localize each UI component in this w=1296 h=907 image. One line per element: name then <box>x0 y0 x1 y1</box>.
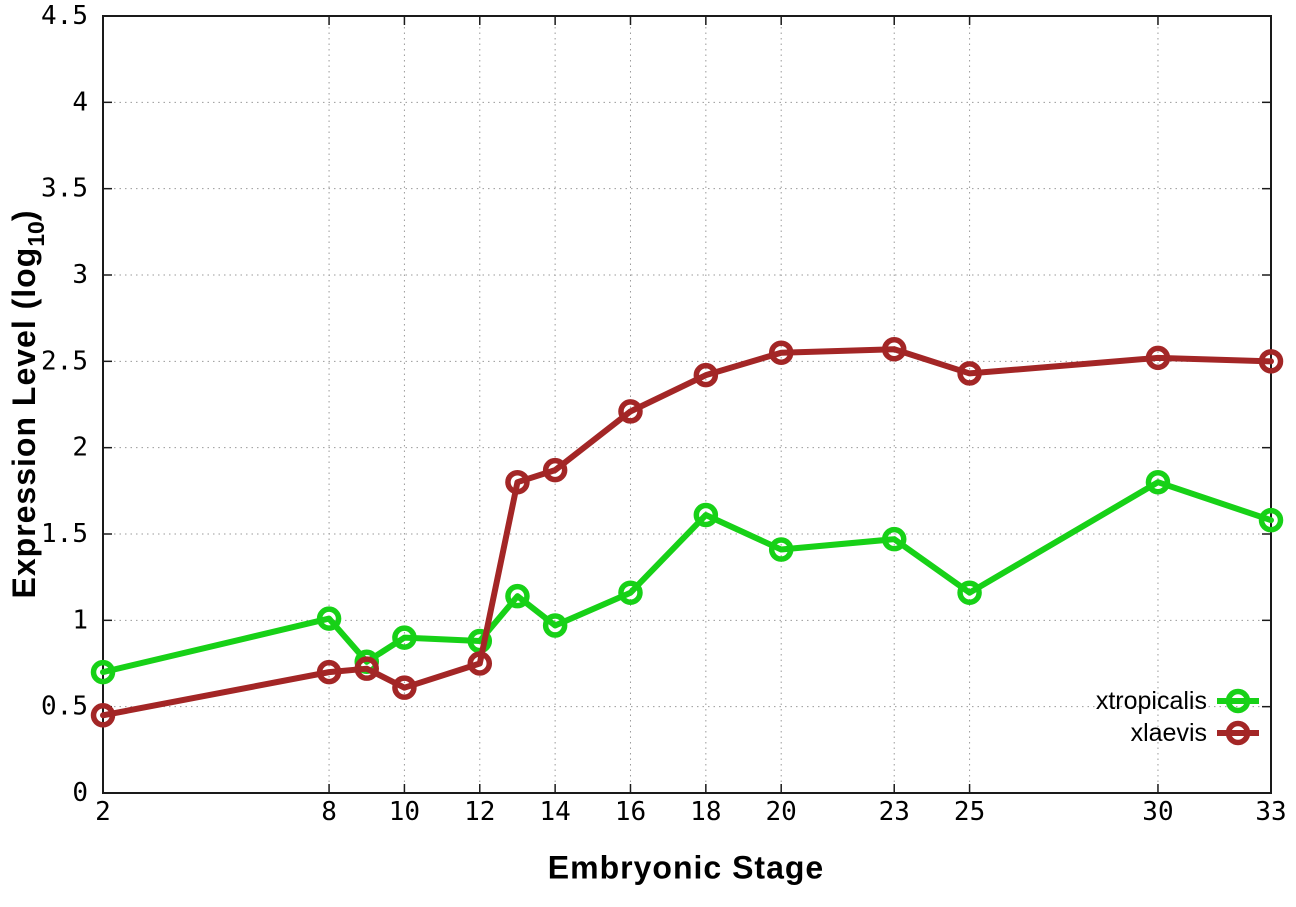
data-point-marker-xtropicalis <box>957 580 982 605</box>
data-point-marker-xtropicalis <box>392 625 417 650</box>
y-axis-title-text: Expression Level (log <box>6 246 42 599</box>
legend-label-xlaevis: xlaevis <box>1131 719 1207 747</box>
data-point-marker-xtropicalis <box>505 583 530 609</box>
data-point-marker-xlaevis <box>768 340 794 365</box>
data-point-marker-xlaevis <box>392 675 417 700</box>
data-point-marker-xlaevis <box>316 659 342 685</box>
data-point-marker-xlaevis <box>467 651 493 676</box>
data-point-marker-xtropicalis <box>90 659 116 685</box>
legend-marker-xtropicalis <box>1225 688 1251 714</box>
x-tick-label: 33 <box>1255 797 1286 827</box>
y-tick-label: 0.5 <box>41 692 88 722</box>
x-tick-label: 30 <box>1142 797 1173 827</box>
data-point-marker-xtropicalis <box>542 613 568 638</box>
data-point-marker-xtropicalis <box>693 502 719 528</box>
data-point-marker-xlaevis <box>90 703 116 728</box>
x-tick-label: 18 <box>690 797 721 827</box>
data-point-marker-xtropicalis <box>1258 507 1284 533</box>
x-axis-title: Embryonic Stage <box>548 850 824 887</box>
data-point-marker-xtropicalis <box>881 526 907 552</box>
data-point-marker-xlaevis <box>505 469 530 495</box>
x-tick-label: 8 <box>321 797 337 827</box>
legend-marker-xlaevis <box>1225 720 1251 746</box>
x-tick-label: 2 <box>95 797 111 827</box>
x-tick-label: 20 <box>766 797 797 827</box>
y-tick-label: 1 <box>72 605 88 635</box>
y-axis-title-subscript: 10 <box>23 221 49 247</box>
data-point-marker-xlaevis <box>1258 349 1284 374</box>
y-tick-label: 2.5 <box>41 346 88 376</box>
y-axis-title: Expression Level (log10) <box>6 209 50 598</box>
x-tick-label: 14 <box>539 797 570 827</box>
x-tick-label: 10 <box>389 797 420 827</box>
y-tick-label: 2 <box>72 433 88 463</box>
x-tick-label: 12 <box>464 797 495 827</box>
x-tick-label: 25 <box>954 797 985 827</box>
y-tick-label: 4 <box>72 87 88 117</box>
y-tick-label: 0 <box>72 778 88 808</box>
plot-border <box>102 15 1272 794</box>
x-axis-title-text: Embryonic Stage <box>547 849 825 886</box>
y-tick-label: 3.5 <box>41 174 88 204</box>
y-axis-title-close: ) <box>6 209 42 222</box>
data-point-marker-xlaevis <box>693 362 719 388</box>
data-point-marker-xtropicalis <box>618 580 643 605</box>
data-point-marker-xlaevis <box>542 457 568 483</box>
y-tick-label: 1.5 <box>41 519 88 549</box>
data-point-marker-xlaevis <box>354 656 379 681</box>
x-tick-label: 23 <box>879 797 910 827</box>
data-point-marker-xlaevis <box>881 336 907 362</box>
y-tick-label: 4.5 <box>41 1 88 31</box>
y-tick-label: 3 <box>72 260 88 290</box>
series-line-xtropicalis <box>100 479 1274 676</box>
data-point-marker-xtropicalis <box>1145 469 1171 495</box>
legend-label-xtropicalis: xtropicalis <box>1096 687 1207 715</box>
data-point-marker-xlaevis <box>957 361 982 386</box>
data-point-marker-xlaevis <box>618 399 643 424</box>
data-point-marker-xlaevis <box>1145 345 1171 371</box>
legend: xtropicalis xlaevis <box>1096 687 1259 747</box>
data-point-marker-xtropicalis <box>316 606 342 631</box>
x-tick-label: 16 <box>615 797 646 827</box>
data-point-marker-xtropicalis <box>768 537 794 562</box>
